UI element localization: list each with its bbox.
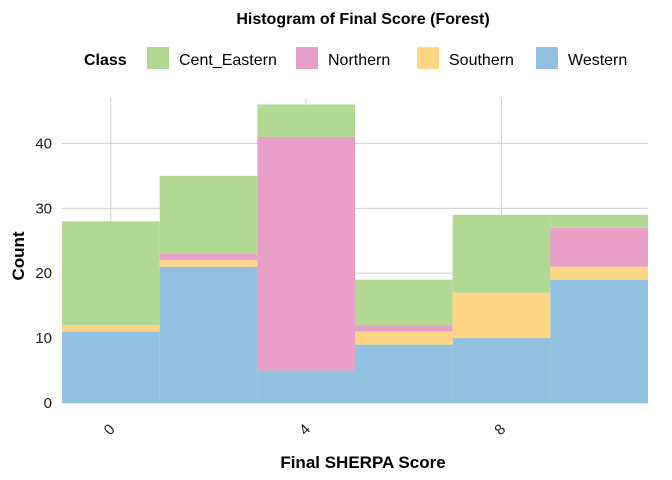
x-tick-label: 4 [296, 421, 314, 439]
bar-southern [452, 292, 551, 339]
y-tick-label: 40 [35, 135, 52, 152]
bar-northern [355, 325, 453, 332]
legend-key-western [536, 47, 558, 69]
chart-title: Histogram of Final Score (Forest) [236, 11, 489, 28]
legend-label-cent-eastern: Cent_Eastern [179, 52, 277, 69]
bar-western [159, 266, 258, 403]
bar-cent-eastern [355, 279, 453, 326]
bar-southern [159, 260, 258, 267]
legend: Class Cent_Eastern Northern Southern Wester… [84, 47, 627, 69]
bar-northern [159, 253, 258, 261]
bar-southern [355, 331, 453, 345]
y-tick-label: 20 [35, 265, 52, 282]
y-axis-ticks: 0 10 20 30 40 [35, 135, 52, 412]
bar-western [257, 370, 355, 403]
bar-southern [62, 325, 160, 332]
y-tick-label: 30 [35, 200, 52, 217]
legend-key-northern [296, 47, 318, 69]
y-tick-label: 10 [35, 330, 52, 347]
bar-western [62, 331, 160, 403]
bar-cent-eastern [257, 104, 355, 137]
bar-western [355, 344, 453, 403]
legend-label-northern: Northern [328, 52, 390, 69]
bar-northern [550, 227, 648, 267]
x-axis-ticks: 0 4 8 [101, 421, 510, 439]
bar-western [452, 338, 551, 403]
bar-cent-eastern [452, 214, 551, 293]
bar-northern [257, 136, 355, 371]
bar-western [550, 279, 648, 403]
legend-label-western: Western [568, 52, 627, 69]
bar-southern [550, 266, 648, 280]
y-tick-label: 0 [44, 395, 52, 412]
x-tick-label: 0 [101, 421, 119, 439]
y-axis-title: Count [9, 231, 28, 280]
bars [62, 104, 648, 403]
bar-cent-eastern [550, 214, 648, 228]
legend-key-southern [417, 47, 439, 69]
legend-label-southern: Southern [449, 52, 514, 69]
legend-title: Class [84, 52, 127, 69]
x-axis-title: Final SHERPA Score [280, 453, 445, 472]
bar-cent-eastern [159, 175, 258, 254]
bar-cent-eastern [62, 221, 160, 326]
x-tick-label: 8 [491, 421, 509, 439]
legend-key-cent-eastern [147, 47, 169, 69]
